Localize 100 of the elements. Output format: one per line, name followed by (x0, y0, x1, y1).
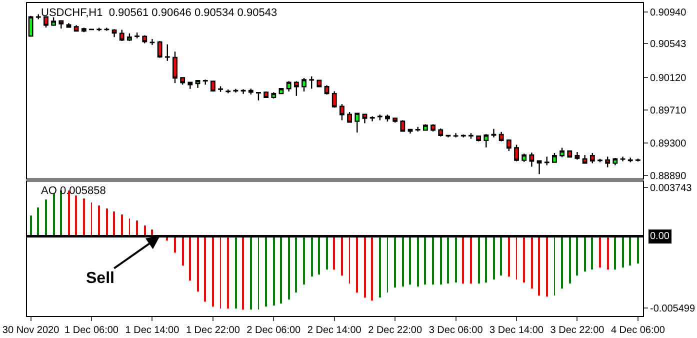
bar (212, 236, 214, 306)
bar (409, 236, 411, 284)
chart-title: USDCHF,H1 0.90561 0.90646 0.90534 0.90543 (41, 7, 278, 19)
candlestick (392, 117, 398, 124)
candlestick (415, 126, 420, 132)
x-tick-label: 1 Dec 22:00 (186, 325, 240, 336)
candlestick (36, 14, 41, 20)
candlestick (605, 156, 610, 168)
candlestick (514, 144, 519, 162)
bar (607, 236, 609, 270)
x-tick-label: 3 Dec 06:00 (428, 325, 484, 336)
candlestick (164, 44, 170, 62)
bar (424, 236, 426, 284)
candlestick (522, 153, 527, 162)
candlestick (119, 29, 124, 42)
candlestick (552, 152, 557, 163)
x-tick-label: 1 Dec 06:00 (64, 325, 119, 336)
candlestick (202, 79, 208, 86)
bar (546, 236, 548, 296)
candlestick (332, 90, 337, 108)
candlestick (574, 151, 580, 160)
bar (75, 195, 77, 236)
candlestick (134, 32, 140, 39)
candlestick (302, 77, 306, 92)
bar (227, 236, 229, 308)
x-tick-label: 30 Nov 2020 (2, 325, 60, 336)
bar (371, 236, 373, 300)
bar (68, 190, 70, 236)
y-tick-label: 0.89300 (650, 138, 687, 150)
candlestick (422, 124, 428, 132)
bar (326, 236, 328, 270)
bar (106, 208, 108, 236)
candlestick (112, 28, 117, 38)
bar (538, 236, 540, 296)
candlestick (74, 24, 79, 32)
bar (402, 236, 404, 286)
bar (98, 205, 100, 236)
bar (614, 236, 616, 270)
candlestick (58, 20, 64, 30)
bar (250, 236, 252, 310)
candlestick (286, 80, 292, 92)
x-tick-label: 3 Dec 22:00 (550, 325, 605, 336)
bar (113, 211, 115, 236)
x-tick-label: 1 Dec 14:00 (125, 325, 180, 336)
candlestick (370, 116, 375, 122)
bar (500, 236, 502, 276)
candlestick (529, 152, 534, 168)
y-tick-label: 0.89710 (650, 106, 687, 117)
candlestick (256, 92, 261, 102)
bar (303, 236, 305, 284)
bar (311, 236, 313, 276)
bar (394, 236, 396, 288)
bar (622, 236, 624, 268)
bar (629, 236, 631, 266)
candlestick (264, 90, 269, 98)
candlestick (544, 156, 550, 166)
bar (60, 190, 62, 236)
candlestick (536, 160, 542, 175)
bar (333, 236, 335, 270)
bar (30, 215, 32, 236)
candlestick (340, 103, 344, 121)
candlestick (430, 124, 436, 132)
candlestick (188, 82, 193, 90)
y-tick-label: -0.005499 (650, 304, 696, 315)
candlestick (180, 77, 186, 86)
annotation: Sell (86, 270, 114, 287)
candlestick (210, 80, 216, 92)
bar (447, 236, 449, 284)
x-tick-label: 2 Dec 06:00 (246, 325, 302, 336)
bar (273, 236, 275, 306)
candlestick (44, 16, 48, 28)
y-tick-label: 0.003743 (650, 182, 692, 194)
candlestick (484, 134, 489, 148)
bar (136, 220, 138, 236)
bar (174, 236, 176, 252)
bar (417, 236, 419, 286)
bar (288, 236, 290, 300)
candlestick (248, 88, 254, 96)
bar (242, 236, 244, 310)
candlestick (400, 120, 406, 132)
bar (485, 236, 487, 282)
bar (364, 236, 366, 298)
candlestick (506, 138, 512, 152)
candlestick (362, 114, 368, 124)
y-tick-label: 0.90543 (650, 39, 687, 50)
candlestick (620, 156, 626, 162)
candlestick (150, 38, 155, 46)
bar (83, 198, 85, 236)
candlestick (453, 132, 458, 138)
bar (478, 236, 480, 284)
candlestick (491, 128, 496, 138)
bar (182, 236, 184, 266)
bar (508, 236, 510, 276)
bar (470, 236, 472, 284)
x-tick-label: 2 Dec 22:00 (368, 325, 422, 336)
x-tick-label: 3 Dec 14:00 (490, 325, 544, 336)
candlestick (582, 154, 588, 164)
bar (45, 199, 47, 236)
bar (295, 236, 297, 292)
y-tick-label: 0.88890 (650, 170, 687, 182)
